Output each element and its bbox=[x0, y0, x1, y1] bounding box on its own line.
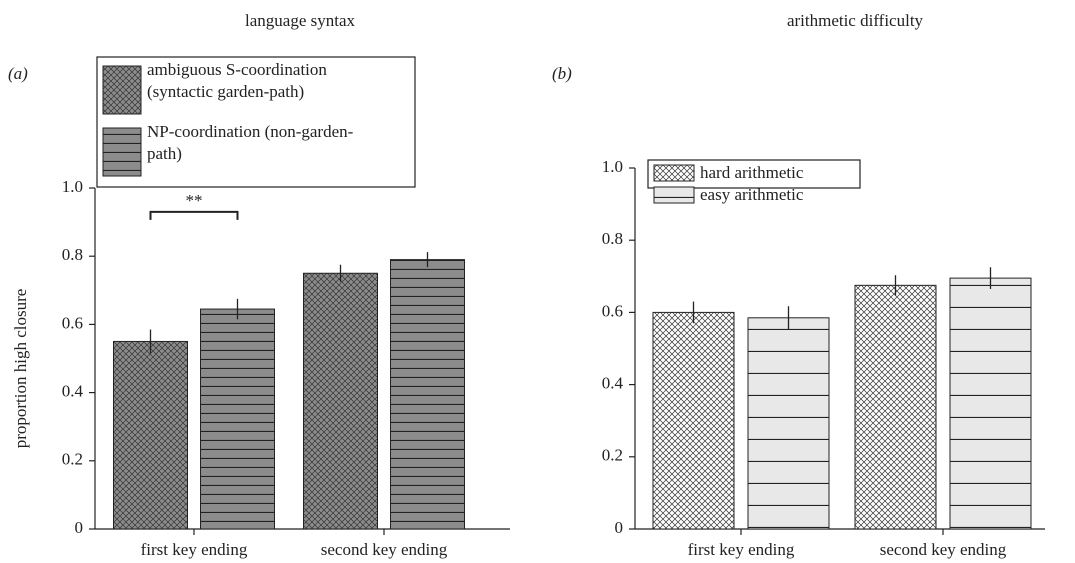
y-tick-label: 0.8 bbox=[602, 229, 623, 248]
y-tick-label: 0.6 bbox=[62, 313, 83, 332]
y-tick-label: 0.4 bbox=[62, 382, 84, 401]
x-tick-label: second key ending bbox=[321, 540, 448, 559]
bar bbox=[200, 308, 275, 530]
bar bbox=[747, 317, 830, 530]
y-tick-label: 0.8 bbox=[62, 245, 83, 264]
y-tick-label: 0.2 bbox=[602, 446, 623, 465]
x-tick-label: first key ending bbox=[141, 540, 248, 559]
legend-label: NP-coordination (non-garden-path) bbox=[147, 122, 354, 163]
legend-label: hard arithmetic bbox=[700, 163, 804, 182]
x-tick-label: first key ending bbox=[688, 540, 795, 559]
y-tick-label: 1.0 bbox=[62, 177, 83, 196]
annotation: ** bbox=[186, 191, 203, 210]
legend-swatch bbox=[102, 65, 142, 115]
y-axis-label: proportion high closure bbox=[11, 289, 30, 449]
y-tick-label: 0 bbox=[615, 518, 624, 537]
bar bbox=[113, 340, 188, 530]
bar bbox=[303, 272, 378, 530]
legend-box bbox=[96, 56, 416, 188]
bar bbox=[949, 277, 1032, 530]
panel-label: (b) bbox=[552, 64, 572, 83]
legend-swatch bbox=[653, 186, 695, 204]
significance-bracket bbox=[149, 210, 239, 220]
y-tick-label: 0.6 bbox=[602, 301, 623, 320]
legend-swatch bbox=[102, 127, 142, 177]
y-tick-label: 0 bbox=[75, 518, 84, 537]
y-tick-label: 0.4 bbox=[602, 374, 624, 393]
legend-label: easy arithmetic bbox=[700, 185, 804, 204]
panel-title: language syntax bbox=[245, 11, 355, 30]
x-tick-label: second key ending bbox=[880, 540, 1007, 559]
y-tick-label: 1.0 bbox=[602, 157, 623, 176]
bar bbox=[652, 311, 735, 530]
y-tick-label: 0.2 bbox=[62, 450, 83, 469]
panel-title: arithmetic difficulty bbox=[787, 11, 924, 30]
panel-label: (a) bbox=[8, 64, 28, 83]
legend-label: ambiguous S-coordination (syntactic gard… bbox=[147, 60, 327, 101]
bar bbox=[854, 284, 937, 530]
legend-swatch bbox=[653, 164, 695, 182]
bar bbox=[390, 259, 465, 530]
